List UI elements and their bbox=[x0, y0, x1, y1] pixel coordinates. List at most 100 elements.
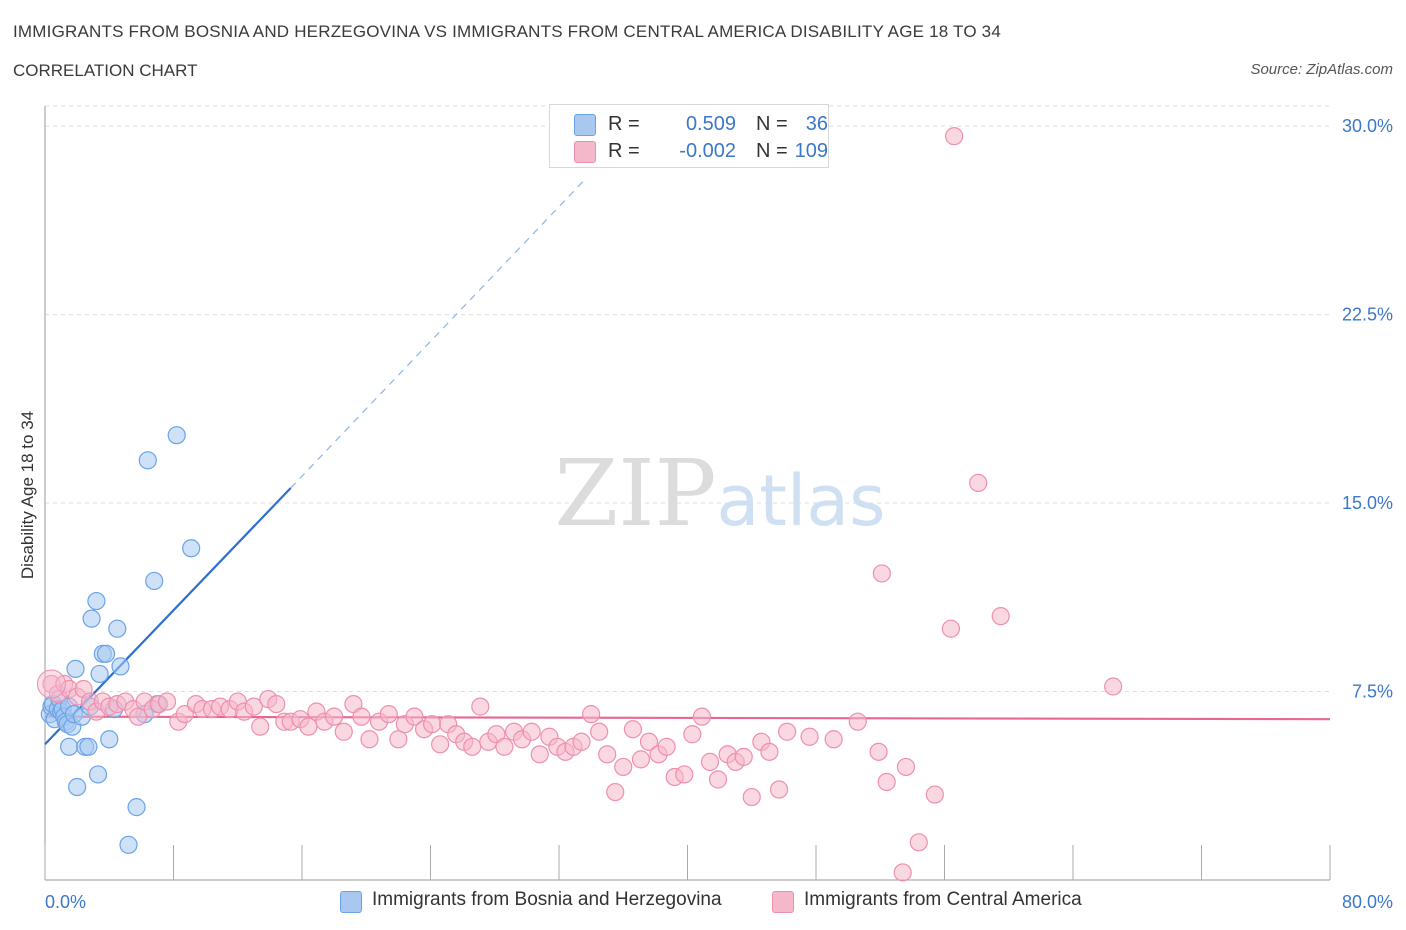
central-america-point bbox=[299, 717, 318, 736]
central-america-point bbox=[925, 785, 944, 804]
central-america-point bbox=[522, 722, 541, 741]
central-america-point bbox=[991, 607, 1010, 626]
central-america-point bbox=[760, 742, 779, 761]
data-points bbox=[36, 127, 1123, 882]
bosnia-point bbox=[88, 765, 108, 784]
central-america-trend-line bbox=[44, 715, 1331, 721]
central-america-point bbox=[872, 564, 891, 583]
central-america-point bbox=[639, 732, 659, 751]
y-tick-label: 30.0% bbox=[1342, 116, 1393, 136]
bosnia-point bbox=[79, 737, 98, 756]
bosnia-point bbox=[59, 737, 79, 756]
central-america-point bbox=[267, 694, 286, 714]
bosnia-point bbox=[167, 426, 186, 445]
chart-title: IMMIGRANTS FROM BOSNIA AND HERZEGOVINA V… bbox=[13, 22, 1001, 41]
y-axis-label: Disability Age 18 to 34 bbox=[18, 411, 37, 579]
central-america-point bbox=[244, 697, 263, 716]
central-america-point bbox=[352, 707, 371, 726]
central-america-point bbox=[631, 750, 651, 769]
legend-n-value: 36 bbox=[805, 113, 828, 135]
central-america-point bbox=[405, 707, 424, 726]
legend-r-value: -0.002 bbox=[679, 140, 736, 162]
bosnia-point bbox=[87, 591, 106, 611]
x-tick-label: 80.0% bbox=[1342, 892, 1393, 912]
central-america-point bbox=[941, 619, 961, 638]
central-america-point bbox=[463, 737, 482, 756]
legend-n-label: N = bbox=[756, 113, 788, 135]
central-america-point bbox=[495, 737, 514, 756]
central-america-point bbox=[969, 473, 988, 493]
central-america-point bbox=[777, 722, 797, 741]
legend-r-label: R = bbox=[608, 113, 640, 135]
bosnia-point bbox=[82, 609, 101, 628]
central-america-point bbox=[896, 757, 916, 777]
central-america-point bbox=[893, 863, 912, 882]
central-america-point bbox=[1104, 677, 1123, 696]
bosnia-point bbox=[66, 659, 85, 679]
central-america-point bbox=[572, 732, 591, 751]
bosnia-point bbox=[145, 571, 164, 591]
central-america-point bbox=[734, 747, 753, 766]
central-america-point bbox=[471, 697, 490, 716]
central-america-point bbox=[379, 705, 398, 724]
bosnia-point bbox=[90, 664, 109, 684]
chart-subtitle: CORRELATION CHART bbox=[13, 61, 198, 80]
tick-labels: 7.5% 15.0% 22.5% 30.0% 0.0% 80.0% bbox=[45, 116, 1393, 912]
legend-swatch-bosnia bbox=[574, 114, 596, 136]
bosnia-point bbox=[119, 835, 138, 854]
central-america-point bbox=[742, 787, 761, 807]
central-america-point bbox=[623, 720, 642, 739]
legend-r-label: R = bbox=[608, 140, 640, 162]
bosnia-point bbox=[108, 619, 127, 638]
bosnia-point bbox=[96, 644, 116, 663]
central-america-point bbox=[582, 705, 601, 724]
bosnia-point bbox=[68, 777, 87, 797]
central-america-point bbox=[909, 833, 928, 852]
legend-swatch-central-america bbox=[574, 141, 596, 163]
central-america-point bbox=[360, 730, 379, 749]
grid-lines bbox=[45, 105, 1330, 693]
y-tick-label: 22.5% bbox=[1342, 305, 1393, 325]
central-america-point bbox=[36, 669, 66, 699]
central-america-point bbox=[800, 727, 819, 746]
bosnia-point bbox=[127, 798, 146, 817]
central-america-point bbox=[606, 782, 625, 802]
central-america-point bbox=[769, 780, 789, 799]
source-label: Source: ZipAtlas.com bbox=[1250, 61, 1393, 78]
bosnia-point bbox=[111, 657, 130, 676]
central-america-point bbox=[700, 752, 720, 771]
bosnia-point bbox=[138, 451, 157, 470]
bosnia-point bbox=[182, 539, 201, 558]
central-america-point bbox=[334, 722, 353, 741]
central-america-point bbox=[423, 715, 442, 734]
legend-n-label: N = bbox=[756, 140, 788, 162]
central-america-point bbox=[530, 745, 549, 764]
correlation-legend: R = 0.509 N = 36 R = -0.002 N = 109 bbox=[549, 104, 829, 168]
central-america-point bbox=[590, 722, 609, 741]
central-america-point bbox=[683, 725, 702, 744]
central-america-point bbox=[431, 735, 450, 754]
central-america-point bbox=[129, 707, 148, 726]
x-tick-label: 0.0% bbox=[45, 892, 86, 912]
watermark: ZIPatlas bbox=[554, 440, 885, 547]
central-america-point bbox=[869, 742, 888, 761]
y-tick-label: 15.0% bbox=[1342, 493, 1393, 513]
central-america-point bbox=[945, 127, 964, 146]
central-america-point bbox=[824, 730, 843, 749]
legend-label-central-america: Immigrants from Central America bbox=[804, 889, 1082, 910]
central-america-point bbox=[675, 765, 694, 784]
y-tick-label: 7.5% bbox=[1352, 682, 1393, 702]
central-america-point bbox=[614, 757, 633, 777]
legend-swatch-bosnia bbox=[340, 891, 362, 913]
legend-r-value: 0.509 bbox=[685, 113, 736, 135]
central-america-point bbox=[692, 707, 712, 726]
central-america-point bbox=[389, 730, 408, 749]
legend-n-value: 109 bbox=[794, 140, 828, 162]
axes bbox=[44, 106, 1331, 881]
central-america-point bbox=[877, 772, 896, 792]
bosnia-point bbox=[100, 730, 119, 749]
central-america-point bbox=[325, 707, 344, 726]
central-america-point bbox=[848, 712, 867, 731]
bosnia-trend-extension bbox=[290, 180, 584, 489]
legend-swatch-central-america bbox=[772, 891, 794, 913]
